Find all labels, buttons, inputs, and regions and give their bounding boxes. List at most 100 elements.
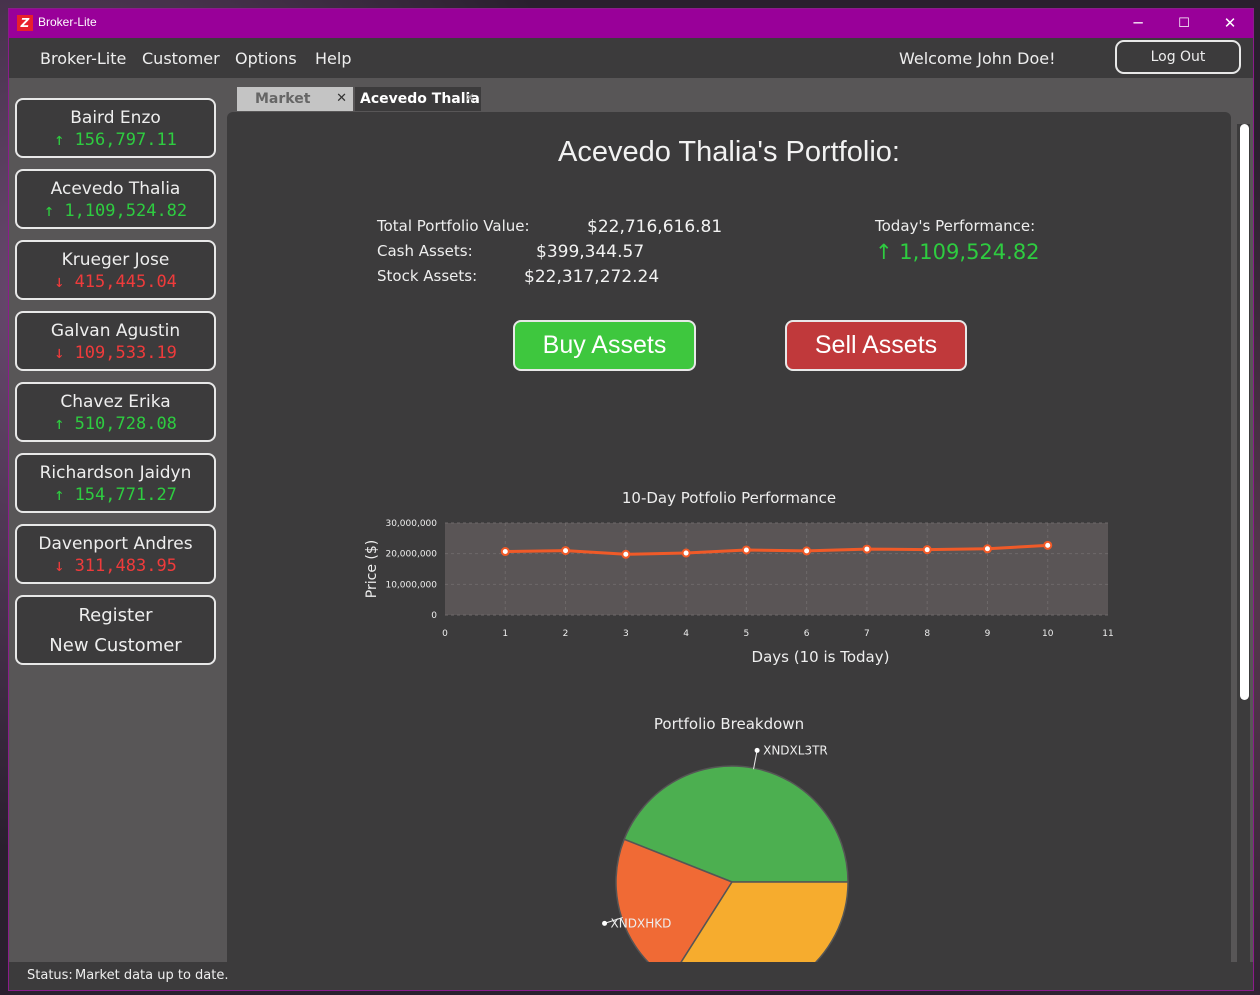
x-tick-label: 9 [985,629,991,639]
tab-strip: Market ✕ Acevedo Thalia ✕ [225,78,1253,112]
portfolio-panel: Acevedo Thalia's Portfolio: Total Portfo… [227,112,1231,962]
tab-acevedo-thalia[interactable]: Acevedo Thalia ✕ [355,87,481,111]
close-window-button[interactable]: ✕ [1223,14,1237,32]
pie-chart-title: Portfolio Breakdown [653,715,805,733]
pie-label-leader [753,750,758,770]
menu-help[interactable]: Help [315,49,352,68]
customer-card[interactable]: Baird Enzo ↑ 156,797.11 [15,98,216,158]
line-chart-title: 10-Day Potfolio Performance [621,489,837,507]
menu-options[interactable]: Options [235,49,297,68]
register-label-line2: New Customer [49,635,182,656]
window-title: Broker-Lite [38,15,97,29]
y-axis-label: Price ($) [364,540,380,598]
arrow-down-icon: ↓ [54,343,65,363]
pie-slice-label: XNDXL3TR [763,743,828,757]
x-axis-label: Days (10 is Today) [752,648,890,666]
app-logo-icon: Z [17,15,33,31]
status-bar: Status: Market data up to date. [9,962,1253,990]
arrow-down-icon: ↓ [54,556,65,576]
x-tick-label: 8 [924,629,930,639]
cash-assets-value: $399,344.57 [536,242,645,262]
customer-card[interactable]: Davenport Andres ↓ 311,483.95 [15,524,216,584]
data-point [561,546,571,556]
data-point [802,546,812,556]
page-title: Acevedo Thalia's Portfolio: [558,136,900,168]
customer-change: ↓ 109,533.19 [54,343,177,363]
pie-slice-label: XNDXHKD [611,916,672,930]
performance-series-line [505,543,1048,556]
x-tick-label: 0 [442,629,448,639]
minimize-button[interactable]: ─ [1133,14,1143,32]
close-tab-icon[interactable]: ✕ [336,91,347,106]
total-value: $22,716,616.81 [587,217,723,237]
tab-label: Market [255,91,311,107]
scrollbar-thumb[interactable] [1240,124,1249,700]
performance-label: Today's Performance: [875,217,1036,235]
y-tick-label: 20,000,000 [385,550,437,560]
x-tick-label: 3 [623,629,629,639]
data-point [862,544,872,554]
status-label: Status: [27,968,73,983]
arrow-up-icon: ↑ [54,414,65,434]
customer-change: ↑ 154,771.27 [54,485,177,505]
pie-label-leader [604,917,623,924]
x-tick-label: 1 [502,629,508,639]
stock-assets-label: Stock Assets: [377,267,478,285]
app-window: Z Broker-Lite ─ ☐ ✕ Broker-Lite Customer… [8,8,1254,991]
arrow-down-icon: ↓ [54,272,65,292]
customer-name: Galvan Agustin [50,321,181,341]
welcome-message: Welcome John Doe! [899,49,1056,68]
y-tick-label: 30,000,000 [385,519,437,529]
customer-name: Chavez Erika [60,392,171,412]
customer-name: Krueger Jose [61,250,170,270]
arrow-up-icon: ↑ [54,485,65,505]
x-tick-label: 6 [804,629,810,639]
content-area: Acevedo Thalia's Portfolio: Total Portfo… [225,112,1253,962]
x-tick-label: 5 [743,629,749,639]
total-value-label: Total Portfolio Value: [377,217,530,235]
customer-name: Davenport Andres [38,534,193,554]
data-point [922,545,932,555]
stock-assets-value: $22,317,272.24 [524,267,660,287]
customer-change: ↓ 311,483.95 [54,556,177,576]
customer-change: ↓ 415,445.04 [54,272,177,292]
data-point [500,547,510,557]
data-point [681,548,691,558]
maximize-button[interactable]: ☐ [1178,16,1190,31]
customer-card[interactable]: Acevedo Thalia ↑ 1,109,524.82 [15,169,216,229]
title-bar: Z Broker-Lite ─ ☐ ✕ [9,9,1253,38]
x-tick-label: 10 [1042,629,1054,639]
customer-sidebar: Baird Enzo ↑ 156,797.11 Acevedo Thalia ↑… [9,78,225,962]
customer-change: ↑ 510,728.08 [54,414,177,434]
data-point [982,544,992,554]
x-tick-label: 2 [563,629,569,639]
menu-customer[interactable]: Customer [142,49,220,68]
tab-label: Acevedo Thalia [360,91,480,107]
buy-assets-button[interactable]: Buy Assets [513,320,696,371]
sell-assets-button[interactable]: Sell Assets [785,320,967,371]
logout-button[interactable]: Log Out [1115,40,1241,74]
customer-card[interactable]: Krueger Jose ↓ 415,445.04 [15,240,216,300]
register-customer-button[interactable]: Register New Customer [15,595,216,665]
y-tick-label: 10,000,000 [385,580,437,590]
portfolio-pie-chart: XNDXL3TR XNDXHKD [602,743,849,962]
customer-card[interactable]: Galvan Agustin ↓ 109,533.19 [15,311,216,371]
customer-name: Richardson Jaidyn [39,463,192,483]
pie-label-dot [754,747,760,753]
x-tick-label: 11 [1102,629,1113,639]
customer-card[interactable]: Richardson Jaidyn ↑ 154,771.27 [15,453,216,513]
data-point [621,549,631,559]
customer-change: ↑ 156,797.11 [54,130,177,150]
performance-value: ↑ 1,109,524.82 [875,240,1040,264]
arrow-up-icon: ↑ [54,130,65,150]
close-tab-icon[interactable]: ✕ [464,91,475,106]
customer-card[interactable]: Chavez Erika ↑ 510,728.08 [15,382,216,442]
menu-broker-lite[interactable]: Broker-Lite [40,49,127,68]
menu-bar: Broker-Lite Customer Options Help Welcom… [9,38,1253,78]
tab-market[interactable]: Market ✕ [237,87,353,111]
customer-name: Baird Enzo [70,108,161,128]
customer-name: Acevedo Thalia [50,179,181,199]
arrow-up-icon: ↑ [43,201,55,221]
data-point [741,545,751,555]
status-text: Market data up to date. [75,968,229,983]
